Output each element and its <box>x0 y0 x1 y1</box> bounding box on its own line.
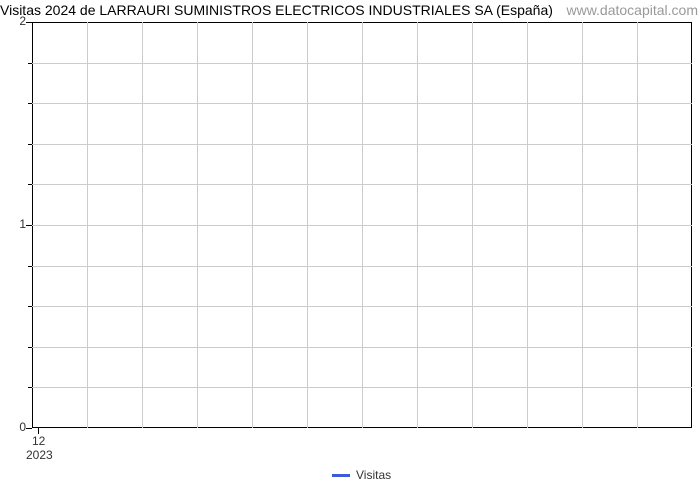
y-tick-minor <box>28 63 32 64</box>
x-tick-label: 12 <box>32 434 45 448</box>
legend: Visitas <box>332 468 391 482</box>
legend-swatch <box>332 474 350 477</box>
legend-label: Visitas <box>356 468 391 482</box>
watermark-text: www.datocapital.com <box>566 2 698 18</box>
y-tick-label: 1 <box>12 217 26 231</box>
y-tick-minor <box>28 144 32 145</box>
y-tick-minor <box>28 103 32 104</box>
grid-h-minor <box>32 347 692 348</box>
grid-h-minor <box>32 387 692 388</box>
y-tick-minor <box>28 347 32 348</box>
y-tick-major <box>26 22 32 23</box>
y-tick-major <box>26 428 32 429</box>
grid-h-minor <box>32 63 692 64</box>
chart-title: Visitas 2024 de LARRAURI SUMINISTROS ELE… <box>0 2 553 18</box>
grid-h-minor <box>32 184 692 185</box>
chart-container: Visitas 2024 de LARRAURI SUMINISTROS ELE… <box>0 0 700 500</box>
grid-h-minor <box>32 103 692 104</box>
y-tick-label: 0 <box>12 420 26 434</box>
y-tick-major <box>26 225 32 226</box>
y-tick-minor <box>28 387 32 388</box>
grid-h-minor <box>32 266 692 267</box>
x-year-label: 2023 <box>26 448 53 462</box>
y-tick-label: 2 <box>12 14 26 28</box>
y-tick-minor <box>28 306 32 307</box>
y-tick-minor <box>28 266 32 267</box>
grid-h-minor <box>32 306 692 307</box>
grid-h-major <box>32 225 692 226</box>
grid-h-minor <box>32 144 692 145</box>
y-tick-minor <box>28 184 32 185</box>
